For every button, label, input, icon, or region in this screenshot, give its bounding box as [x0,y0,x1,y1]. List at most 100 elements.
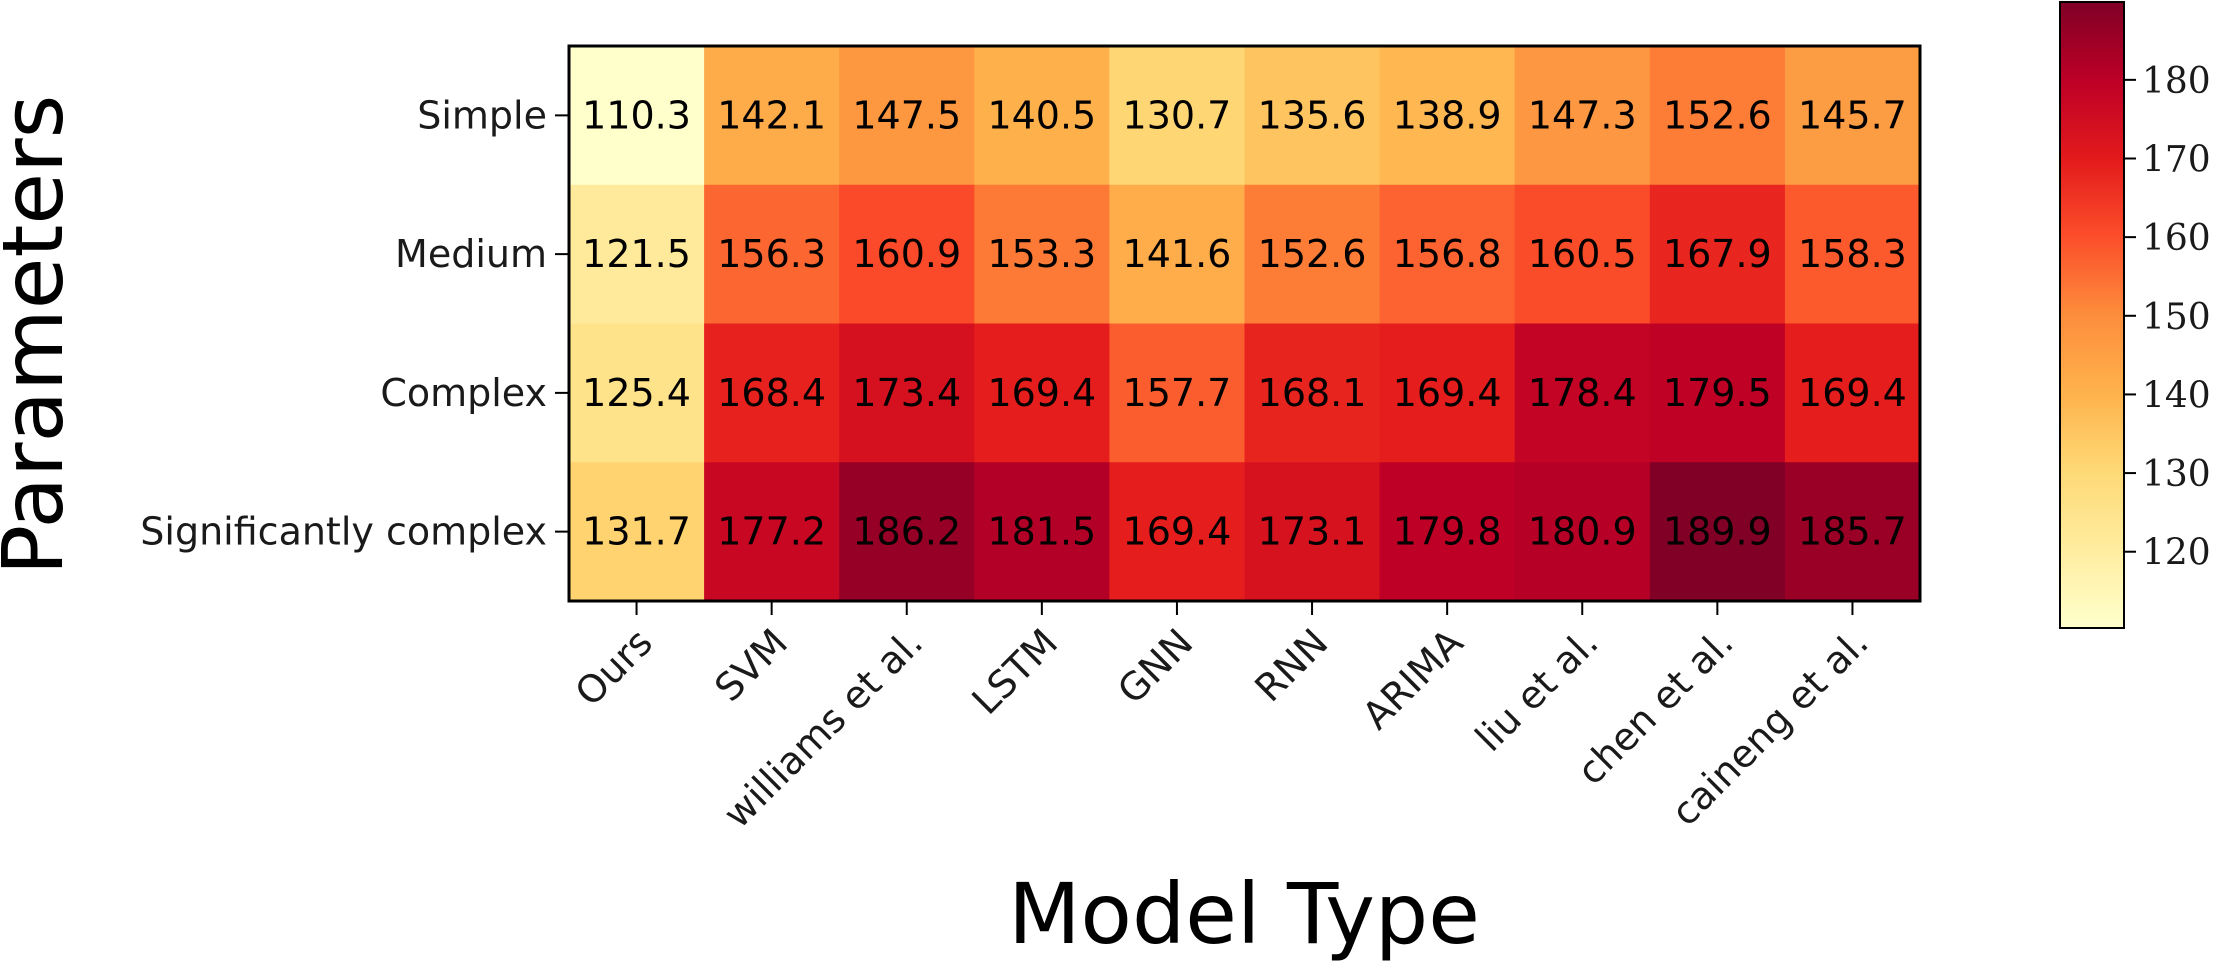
heatmap-cell [1244,323,1381,463]
heatmap-cell [1649,184,1786,325]
colorbar-tick-label: 120 [2142,533,2211,574]
cell-value-label: 168.4 [717,371,826,415]
heatmap-cell [1514,462,1651,602]
cell-value-label: 177.2 [717,510,826,554]
cell-value-label: 152.6 [1663,93,1772,137]
y-axis-ticks: Simple Medium Complex Significantly complex [140,93,569,554]
x-tick-label: SVM [706,620,796,710]
cell-value-label: 169.4 [1123,510,1232,554]
heatmap-cell [839,462,975,602]
cell-value-label: 185.7 [1798,510,1907,554]
cell-value-label: 130.7 [1123,93,1232,137]
heatmap-cell [1784,323,1921,463]
cell-value-label: 169.4 [1798,371,1907,415]
x-tick-label: LSTM [963,620,1066,723]
cell-value-label: 180.9 [1528,510,1637,554]
y-tick-label: Simple [417,93,547,137]
heatmap-cell [839,46,975,186]
x-tick-label: Ours [567,620,661,714]
y-tick-label: Complex [380,371,547,415]
heatmap-cell [1244,184,1381,325]
heatmap-cell [1784,46,1921,186]
heatmap-cell [974,462,1110,602]
heatmap-cell [1514,184,1651,325]
heatmap-cell [1649,462,1786,602]
cell-value-label: 173.1 [1258,510,1367,554]
heatmap-cell [569,46,705,186]
cell-value-label: 140.5 [987,93,1096,137]
colorbar-tick-label: 180 [2142,61,2211,102]
x-tick-label: GNN [1109,620,1201,712]
heatmap-cell [569,323,705,463]
colorbar-ticks: 120 130 140 150 160 170 180 [2124,61,2211,574]
cell-value-label: 169.4 [1393,371,1502,415]
colorbar-tick-label: 150 [2142,297,2211,338]
cell-value-label: 147.3 [1528,93,1637,137]
heatmap-cell [704,184,840,325]
colorbar-tick-label: 170 [2142,140,2211,181]
cell-value-label: 179.5 [1663,371,1772,415]
heatmap-cell [974,184,1110,325]
heatmap-cell [1109,46,1246,186]
cell-value-label: 186.2 [852,510,961,554]
cell-value-label: 179.8 [1393,510,1502,554]
heatmap-cell [1649,46,1786,186]
cell-value-label: 169.4 [987,371,1096,415]
cell-value-label: 131.7 [582,510,691,554]
heatmap-cell [839,184,975,325]
heatmap-cell [1784,462,1921,602]
cell-value-label: 138.9 [1393,93,1502,137]
heatmap-cell [704,46,840,186]
colorbar [2059,1,2125,629]
cell-value-label: 181.5 [987,510,1096,554]
plot-frame [567,44,1922,603]
cell-value-label: 145.7 [1798,93,1907,137]
x-tick-label: ARIMA [1354,620,1472,738]
heatmap-cell [1514,46,1651,186]
cell-value-label: 156.3 [717,232,826,276]
cell-value-label: 152.6 [1258,232,1367,276]
heatmap-cell [1784,184,1921,325]
heatmap-cell [704,323,840,463]
heatmap-cell [1379,323,1516,463]
cell-value-label: 173.4 [852,371,961,415]
heatmap-cell [1244,462,1381,602]
heatmap-cell [704,462,840,602]
cell-value-label: 121.5 [582,232,691,276]
cell-value-label: 110.3 [582,93,691,137]
heatmap-cell [569,184,705,325]
heatmap-cell [1109,184,1246,325]
colorbar-tick-label: 160 [2142,218,2211,259]
heatmap-cell [1649,323,1786,463]
cell-value-label: 168.1 [1258,371,1367,415]
cell-value-label: 157.7 [1123,371,1232,415]
heatmap-cell [569,462,705,602]
cell-value-label: 153.3 [987,232,1096,276]
cell-value-label: 135.6 [1258,93,1367,137]
cell-value-label: 156.8 [1393,232,1502,276]
cell-value-label: 147.5 [852,93,961,137]
cell-value-label: 178.4 [1528,371,1637,415]
heatmap-cell [1109,462,1246,602]
heatmap-cell [1109,323,1246,463]
heatmap-cell [1379,184,1516,325]
cell-value-label: 158.3 [1798,232,1907,276]
cell-value-label: 167.9 [1663,232,1772,276]
heatmap-cell [1379,46,1516,186]
cell-value-label: 141.6 [1123,232,1232,276]
heatmap-cell-labels: 110.3 142.1 147.5 140.5 130.7 135.6 138.9 147.3… [582,93,1907,553]
colorbar-tick-label: 130 [2142,454,2211,495]
heatmap-cell [974,46,1110,186]
heatmap-cell [1379,462,1516,602]
cell-value-label: 125.4 [582,371,691,415]
cell-value-label: 160.9 [852,232,961,276]
cell-value-label: 189.9 [1663,510,1772,554]
cell-value-label: 160.5 [1528,232,1637,276]
y-axis-title: Parameters [0,95,82,576]
colorbar-tick-label: 140 [2142,375,2211,416]
x-tick-label: liu et al. [1467,620,1607,760]
x-tick-label: RNN [1246,620,1336,710]
y-tick-label: Medium [395,232,547,276]
